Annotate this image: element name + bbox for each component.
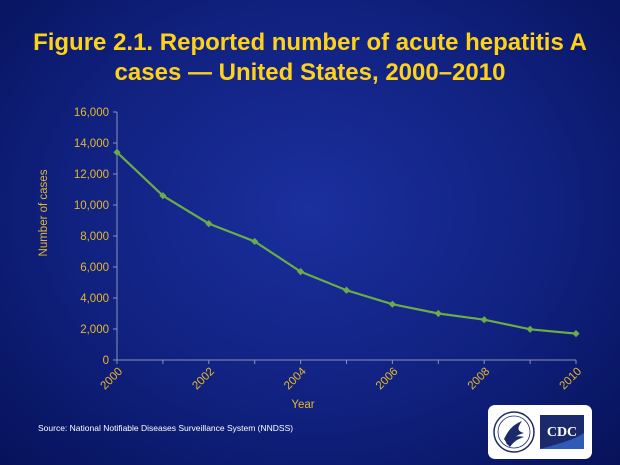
data-point-marker — [205, 220, 213, 228]
title-line-2: cases — United States, 2000–2010 — [114, 59, 506, 86]
series-line-group — [113, 148, 580, 338]
data-point-marker — [342, 286, 351, 294]
y-tick-label: 16,000 — [74, 107, 109, 119]
y-tick-label: 12,000 — [74, 169, 109, 181]
hhs-cdc-logo: CDC — [488, 405, 592, 459]
y-tick-label: 4,000 — [80, 293, 109, 305]
y-tick-label: 8,000 — [80, 231, 109, 243]
series-line — [116, 151, 577, 335]
x-axis: 2000 2002 2004 2006 2008 2010 — [99, 359, 585, 393]
x-tick-label: 2008 — [466, 366, 493, 393]
x-tick-label: 2004 — [282, 365, 309, 392]
x-tick-label: 2006 — [374, 366, 401, 393]
y-tick-label: 0 — [103, 355, 109, 367]
y-tick-label: 14,000 — [74, 138, 109, 150]
title-line-1: Figure 2.1. Reported number of acute hep… — [33, 29, 587, 56]
cdc-icon: CDC — [540, 415, 584, 449]
data-point-marker — [159, 192, 167, 200]
y-tick-label: 10,000 — [74, 200, 109, 212]
data-point-marker — [572, 330, 580, 338]
x-tick-label: 2000 — [99, 366, 126, 393]
y-axis: 16,000 14,000 12,000 10,000 8,000 6,000 4,000 2… — [74, 107, 118, 367]
x-axis-label: Year — [291, 399, 314, 411]
data-point-marker — [297, 268, 305, 276]
data-point-marker — [388, 300, 396, 308]
source-note: Source: National Notifiable Diseases Sur… — [38, 423, 294, 433]
y-tick-label: 2,000 — [80, 324, 109, 336]
data-point-marker — [113, 148, 121, 156]
chart-title: Figure 2.1. Reported number of acute hep… — [20, 28, 600, 88]
data-point-marker — [434, 309, 442, 318]
data-point-marker — [251, 237, 259, 246]
logo-text: CDC — [547, 425, 577, 440]
data-point-marker — [480, 316, 488, 324]
x-tick-label: 2010 — [558, 366, 585, 393]
y-tick-label: 6,000 — [80, 262, 109, 274]
hhs-eagle-icon — [493, 411, 535, 453]
x-tick-label: 2002 — [190, 366, 217, 393]
data-point-marker — [526, 325, 534, 333]
y-axis-label: Number of cases — [38, 169, 50, 256]
